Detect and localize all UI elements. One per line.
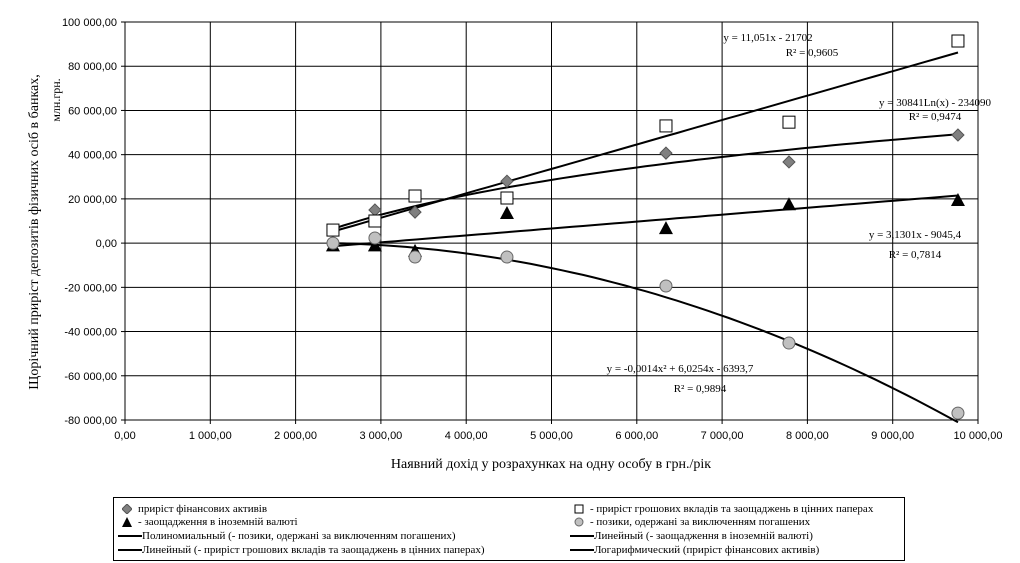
diamond-point <box>659 146 673 160</box>
trendline-poly <box>332 242 959 424</box>
equations: y = -0,0014x² + 6,0254x - 6393,7 R² = 0,9… <box>607 32 992 395</box>
y-tick-label: 0,00 <box>96 238 117 250</box>
triangle-point <box>781 197 796 211</box>
line-icon <box>118 549 142 552</box>
trendline-log <box>332 133 959 230</box>
circle-point <box>326 236 340 250</box>
legend-label: Полиномиальный (- позики, одержані за ви… <box>142 530 456 542</box>
diamond-point <box>951 128 965 142</box>
trendline-r-squared: R² = 0,7814 <box>889 249 942 261</box>
y-tick-label: 60 000,00 <box>68 105 117 117</box>
x-tick-label: 1 000,00 <box>189 430 232 442</box>
x-tick-label: 2 000,00 <box>274 430 317 442</box>
trendline-equation: y = 11,051x - 21702 <box>723 32 812 44</box>
y-axis-label: Щорічний приріст депозитів фізичних осіб… <box>27 74 42 390</box>
x-tick-label: 4 000,00 <box>445 430 488 442</box>
legend-label: - заощадження в іноземній валюті <box>138 516 298 528</box>
x-tick-label: 9 000,00 <box>871 430 914 442</box>
line-icon <box>570 549 594 552</box>
trendline-linear <box>332 194 959 248</box>
trendline-r-squared: R² = 0,9894 <box>674 383 727 395</box>
x-tick-label: 3 000,00 <box>359 430 402 442</box>
x-axis-label: Наявний дохід у розрахунках на одну особ… <box>391 457 711 472</box>
legend-item-financial-assets: приріст фінансових активів <box>122 502 267 516</box>
legend-item-poly-trend: Полиномиальный (- позики, одержані за ви… <box>118 529 456 543</box>
legend-label: - позики, одержані за виключенням погаше… <box>590 516 811 528</box>
diamond-point <box>500 174 514 188</box>
y-tick-label: 40 000,00 <box>68 150 117 162</box>
x-tick-label: 5 000,00 <box>530 430 573 442</box>
trendline-r-squared: R² = 0,9474 <box>909 111 962 123</box>
square-marker-icon <box>574 504 584 514</box>
trendline-equation: y = -0,0014x² + 6,0254x - 6393,7 <box>607 363 754 375</box>
diamond-marker-icon <box>122 504 132 515</box>
y-tick-label: 80 000,00 <box>68 61 117 73</box>
triangle-point <box>658 221 673 235</box>
y-tick-label: 100 000,00 <box>62 17 117 29</box>
y-tick-label: -40 000,00 <box>64 327 117 339</box>
legend: приріст фінансових активів - приріст гро… <box>113 497 905 561</box>
legend-label: Логарифмический (приріст фінансових акти… <box>594 544 820 556</box>
square-point <box>408 189 422 203</box>
x-tick-label: 10 000,00 <box>954 430 1003 442</box>
legend-label: Линейный (- приріст грошових вкладів та … <box>142 544 485 556</box>
square-point <box>368 214 382 228</box>
legend-item-linear-currency-trend: Линейный (- заощадження в іноземній валю… <box>570 529 813 543</box>
square-point <box>951 34 965 48</box>
legend-label: Линейный (- заощадження в іноземній валю… <box>594 530 813 542</box>
y-tick-label: -20 000,00 <box>64 282 117 294</box>
diamond-point <box>368 203 382 217</box>
y-tick-label: -80 000,00 <box>64 415 117 427</box>
y-tick-label: -60 000,00 <box>64 371 117 383</box>
circle-point <box>500 250 514 264</box>
circle-point <box>951 406 965 420</box>
legend-item-linear-deposits-trend: Линейный (- приріст грошових вкладів та … <box>118 543 485 557</box>
square-point <box>326 223 340 237</box>
square-point <box>659 119 673 133</box>
chart: 0,00 1 000,00 2 000,00 3 000,00 4 000,00 5 00… <box>27 17 1003 472</box>
line-icon <box>570 535 594 538</box>
tick-labels: 0,00 1 000,00 2 000,00 3 000,00 4 000,00 5 00… <box>62 17 1003 442</box>
legend-item-log-trend: Логарифмический (приріст фінансових акти… <box>570 543 819 557</box>
triangle-marker-icon <box>122 517 132 528</box>
square-point <box>782 115 796 129</box>
circle-point <box>782 336 796 350</box>
x-tick-label: 7 000,00 <box>701 430 744 442</box>
x-tick-label: 0,00 <box>114 430 135 442</box>
trendline-equation: y = 30841Ln(x) - 234090 <box>879 97 991 109</box>
trendline-r-squared: R² = 0,9605 <box>786 47 839 59</box>
x-tick-label: 6 000,00 <box>615 430 658 442</box>
diamond-point <box>408 205 422 219</box>
gridlines <box>121 21 979 424</box>
legend-label: - приріст грошових вкладів та заощаджень… <box>590 503 874 515</box>
y-axis-label-unit: млн.грн. <box>49 78 63 121</box>
circle-point <box>659 279 673 293</box>
legend-label: приріст фінансових активів <box>138 503 268 515</box>
diamond-point <box>782 155 796 169</box>
y-tick-label: 20 000,00 <box>68 194 117 206</box>
trendlines <box>332 51 959 424</box>
legend-item-foreign-currency: - заощадження в іноземній валюті <box>122 515 298 529</box>
triangle-point <box>950 192 965 206</box>
triangle-point <box>367 238 382 252</box>
circle-point <box>368 231 382 245</box>
legend-item-loans: - позики, одержані за виключенням погаше… <box>574 515 810 529</box>
circle-marker-icon <box>574 517 584 527</box>
line-icon <box>118 535 142 538</box>
data-points <box>325 34 965 420</box>
x-tick-label: 8 000,00 <box>786 430 829 442</box>
triangle-point <box>499 206 514 220</box>
trendline-equation: y = 3,1301x - 9045,4 <box>869 229 962 241</box>
legend-item-cash-deposits: - приріст грошових вкладів та заощаджень… <box>574 502 873 516</box>
circle-point <box>408 250 422 264</box>
square-point <box>500 191 514 205</box>
